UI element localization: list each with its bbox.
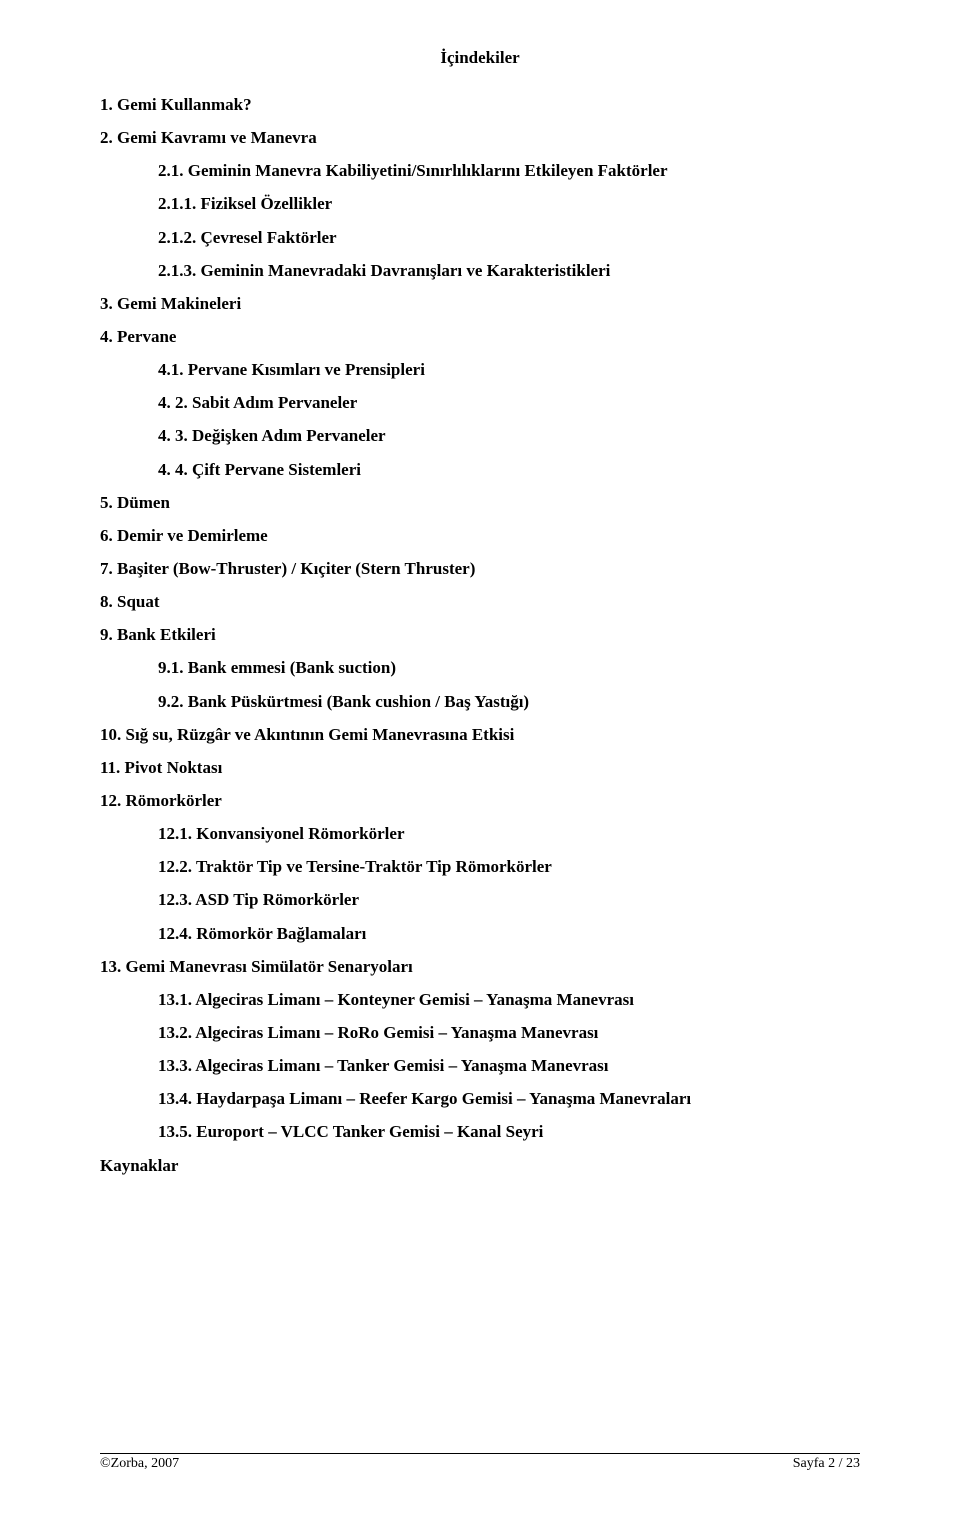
toc-entry: Kaynaklar <box>100 1149 860 1182</box>
toc-entry: 11. Pivot Noktası <box>100 751 860 784</box>
toc-entry: 12.3. ASD Tip Römorkörler <box>158 883 860 916</box>
toc-entry: 2.1.1. Fiziksel Özellikler <box>158 187 860 220</box>
toc-entry: 13.5. Europort – VLCC Tanker Gemisi – Ka… <box>158 1115 860 1148</box>
toc-entry: 13.2. Algeciras Limanı – RoRo Gemisi – Y… <box>158 1016 860 1049</box>
toc-entry: 5. Dümen <box>100 486 860 519</box>
toc-entry: 4. 2. Sabit Adım Pervaneler <box>158 386 860 419</box>
toc-entry: 12.2. Traktör Tip ve Tersine-Traktör Tip… <box>158 850 860 883</box>
footer-page-number: Sayfa 2 / 23 <box>793 1456 860 1472</box>
toc-entry: 2.1. Geminin Manevra Kabiliyetini/Sınırl… <box>158 154 860 187</box>
toc-entry: 4. 3. Değişken Adım Pervaneler <box>158 419 860 452</box>
table-of-contents: 1. Gemi Kullanmak? 2. Gemi Kavramı ve Ma… <box>100 88 860 1182</box>
page-footer: ©Zorba, 2007 Sayfa 2 / 23 <box>100 1453 860 1472</box>
toc-entry: 7. Başiter (Bow-Thruster) / Kıçiter (Ste… <box>100 552 860 585</box>
toc-entry: 4. 4. Çift Pervane Sistemleri <box>158 453 860 486</box>
toc-entry: 2. Gemi Kavramı ve Manevra <box>100 121 860 154</box>
toc-entry: 13.1. Algeciras Limanı – Konteyner Gemis… <box>158 983 860 1016</box>
toc-entry: 13.3. Algeciras Limanı – Tanker Gemisi –… <box>158 1049 860 1082</box>
toc-entry: 2.1.3. Geminin Manevradaki Davranışları … <box>158 254 860 287</box>
toc-entry: 8. Squat <box>100 585 860 618</box>
toc-entry: 9.2. Bank Püskürtmesi (Bank cushion / Ba… <box>158 685 860 718</box>
toc-entry: 4.1. Pervane Kısımları ve Prensipleri <box>158 353 860 386</box>
toc-entry: 2.1.2. Çevresel Faktörler <box>158 221 860 254</box>
toc-entry: 12.1. Konvansiyonel Römorkörler <box>158 817 860 850</box>
toc-entry: 9.1. Bank emmesi (Bank suction) <box>158 651 860 684</box>
toc-entry: 13. Gemi Manevrası Simülatör Senaryoları <box>100 950 860 983</box>
toc-entry: 10. Sığ su, Rüzgâr ve Akıntının Gemi Man… <box>100 718 860 751</box>
toc-entry: 9. Bank Etkileri <box>100 618 860 651</box>
toc-entry: 3. Gemi Makineleri <box>100 287 860 320</box>
page-title: İçindekiler <box>100 48 860 68</box>
toc-entry: 4. Pervane <box>100 320 860 353</box>
toc-entry: 12. Römorkörler <box>100 784 860 817</box>
toc-entry: 12.4. Römorkör Bağlamaları <box>158 917 860 950</box>
footer-copyright: ©Zorba, 2007 <box>100 1456 179 1472</box>
toc-entry: 13.4. Haydarpaşa Limanı – Reefer Kargo G… <box>158 1082 860 1115</box>
toc-entry: 1. Gemi Kullanmak? <box>100 88 860 121</box>
toc-entry: 6. Demir ve Demirleme <box>100 519 860 552</box>
